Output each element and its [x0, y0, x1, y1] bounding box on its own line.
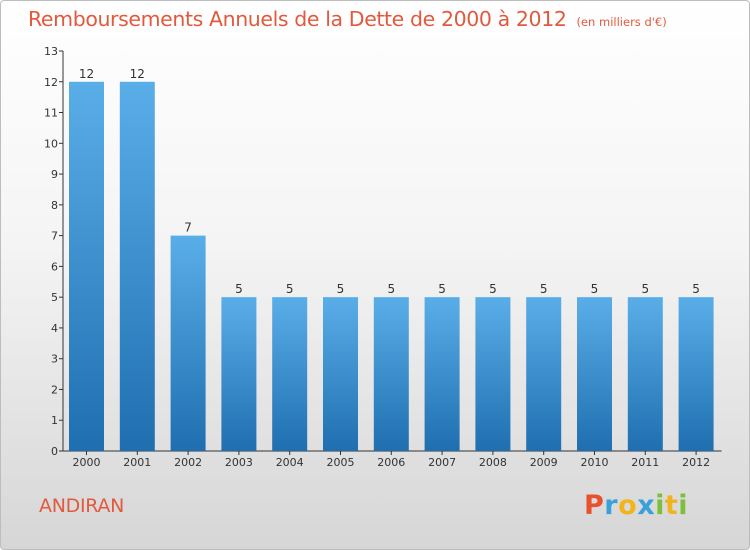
logo-letter: t	[664, 490, 679, 521]
data-label: 5	[641, 282, 649, 296]
data-label: 5	[692, 282, 700, 296]
x-tick-label: 2012	[682, 456, 710, 469]
bar	[119, 81, 155, 452]
logo-letter: r	[604, 490, 619, 521]
data-label: 12	[130, 67, 145, 81]
bar	[272, 297, 308, 451]
commune-name: ANDIRAN	[39, 495, 124, 517]
data-label: 5	[286, 282, 294, 296]
y-tick-label: 8	[51, 199, 58, 212]
logo-letter: P	[584, 490, 605, 521]
bar	[424, 297, 460, 451]
y-tick-label: 13	[44, 45, 58, 58]
bar	[627, 297, 663, 451]
y-tick-label: 11	[44, 107, 58, 120]
x-tick-label: 2009	[530, 456, 558, 469]
x-tick-label: 2005	[327, 456, 355, 469]
logo-letter: i	[655, 490, 665, 521]
chart-title: Remboursements Annuels de la Dette de 20…	[28, 7, 667, 31]
logo-letter: o	[618, 490, 638, 521]
bar	[577, 297, 612, 451]
y-tick-label: 12	[44, 76, 58, 89]
y-tick-label: 9	[51, 168, 58, 181]
y-tick-label: 0	[51, 445, 58, 458]
data-label: 5	[438, 282, 446, 296]
y-tick-label: 5	[51, 291, 58, 304]
chart-unit-note: (en milliers d'€)	[576, 15, 667, 29]
data-label: 5	[489, 282, 497, 296]
x-tick-label: 2004	[276, 456, 304, 469]
bar	[475, 297, 511, 451]
x-tick-label: 2006	[377, 456, 405, 469]
y-tick-label: 10	[44, 137, 58, 150]
bar	[526, 297, 562, 451]
x-tick-label: 2003	[225, 456, 253, 469]
y-tick-label: 3	[51, 353, 58, 366]
logo-letter: i	[678, 490, 689, 521]
data-label: 5	[337, 282, 345, 296]
data-label: 5	[591, 282, 599, 296]
x-tick-label: 2001	[123, 456, 151, 469]
bar	[170, 235, 206, 451]
data-label: 7	[184, 221, 192, 235]
x-tick-label: 2002	[174, 456, 202, 469]
bar	[69, 81, 104, 452]
chart-title-text: Remboursements Annuels de la Dette de 20…	[28, 7, 567, 31]
bar	[373, 297, 409, 451]
bar	[323, 297, 358, 451]
x-tick-label: 2010	[581, 456, 609, 469]
y-tick-label: 6	[51, 260, 58, 273]
data-label: 12	[79, 67, 94, 81]
x-tick-label: 2000	[73, 456, 101, 469]
bar	[221, 297, 257, 451]
y-tick-label: 2	[51, 383, 58, 396]
data-label: 5	[540, 282, 548, 296]
x-tick-label: 2011	[631, 456, 659, 469]
proxiti-logo: Proxiti	[584, 490, 688, 521]
y-tick-label: 4	[51, 322, 58, 335]
logo-letter: x	[637, 490, 656, 521]
x-tick-label: 2008	[479, 456, 507, 469]
data-label: 5	[235, 282, 243, 296]
y-tick-label: 7	[51, 230, 58, 243]
data-label: 5	[387, 282, 395, 296]
x-tick-label: 2007	[428, 456, 456, 469]
bar	[678, 297, 714, 451]
y-tick-label: 1	[51, 414, 58, 427]
